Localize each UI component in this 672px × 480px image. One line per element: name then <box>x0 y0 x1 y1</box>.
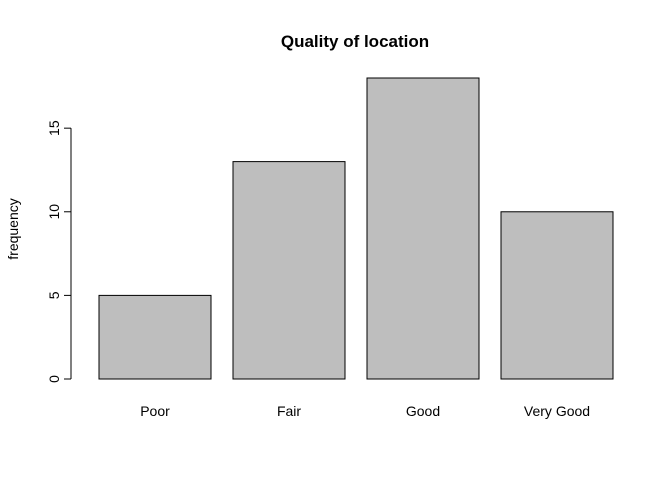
x-tick-label: Fair <box>277 403 301 419</box>
y-axis-label: frequency <box>5 198 21 259</box>
x-tick-label: Very Good <box>524 403 590 419</box>
bar-very-good <box>500 211 614 380</box>
x-tick-label: Good <box>406 403 440 419</box>
y-tick-label: 0 <box>46 375 62 383</box>
bar-poor <box>98 294 212 380</box>
y-tick-label: 10 <box>46 204 62 220</box>
bars-group <box>98 77 614 380</box>
chart-title: Quality of location <box>281 32 429 51</box>
bar-good <box>366 77 480 380</box>
x-axis-labels: Poor Fair Good Very Good <box>140 403 590 419</box>
bar-fair <box>232 161 346 380</box>
y-tick-label: 15 <box>46 120 62 136</box>
x-tick-label: Poor <box>140 403 170 419</box>
y-axis: 0 5 10 15 <box>46 120 72 383</box>
y-tick-label: 5 <box>46 291 62 299</box>
